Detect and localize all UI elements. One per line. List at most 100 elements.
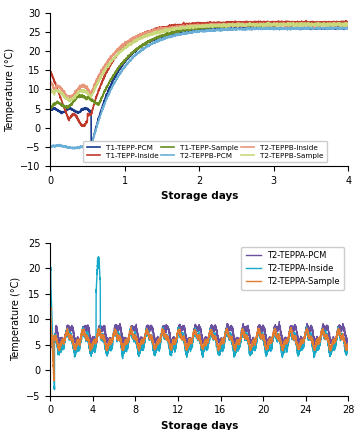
Line: T1-TEPP-Sample: T1-TEPP-Sample	[50, 23, 348, 109]
T2-TEPPA-PCM	[293, 324, 298, 329]
T1-TEPP-Inside	[63, 109, 67, 114]
T2-TEPPB-PCM	[283, 27, 287, 32]
T2-TEPPB-Inside	[63, 92, 67, 97]
T1-TEPP-Sample	[337, 22, 342, 27]
X-axis label: Storage days: Storage days	[160, 191, 238, 201]
Legend: T1-TEPP-PCM, T1-TEPP-Inside, T1-TEPP-Sample, T2-TEPPB-PCM, T2-TEPPB-Inside, T2-T: T1-TEPP-PCM, T1-TEPP-Inside, T1-TEPP-Sam…	[83, 141, 327, 163]
T2-TEPPB-Inside	[338, 20, 342, 25]
T2-TEPPB-PCM	[346, 25, 350, 30]
T2-TEPPA-Sample	[52, 378, 56, 384]
T1-TEPP-Sample	[48, 107, 52, 112]
T2-TEPPB-Inside	[68, 95, 73, 101]
T2-TEPPA-PCM	[227, 328, 231, 333]
T1-TEPP-Inside	[193, 20, 197, 25]
T1-TEPP-PCM	[283, 26, 287, 31]
T2-TEPPB-Inside	[185, 22, 190, 28]
T1-TEPP-PCM	[346, 26, 350, 31]
T2-TEPPA-PCM	[242, 325, 246, 330]
T2-TEPPB-Inside	[346, 22, 350, 27]
Line: T2-TEPPA-Inside: T2-TEPPA-Inside	[50, 257, 348, 390]
T2-TEPPB-Sample	[48, 87, 52, 92]
T2-TEPPB-Inside	[337, 20, 342, 25]
T1-TEPP-Inside	[304, 18, 308, 23]
T2-TEPPB-Sample	[185, 24, 190, 29]
T2-TEPPA-Sample	[227, 334, 231, 339]
T1-TEPP-Sample	[193, 27, 197, 32]
T2-TEPPA-Sample	[293, 335, 298, 340]
T2-TEPPB-PCM	[63, 144, 67, 150]
T2-TEPPA-Sample	[48, 308, 52, 313]
T2-TEPPB-PCM	[72, 146, 76, 151]
T1-TEPP-Inside	[82, 124, 87, 129]
T2-TEPPB-Sample	[337, 21, 342, 26]
T2-TEPPB-Sample	[338, 22, 342, 27]
T1-TEPP-Sample	[283, 23, 287, 28]
T2-TEPPA-Inside	[52, 387, 57, 392]
T2-TEPPB-Sample	[63, 96, 67, 101]
Line: T1-TEPP-Inside: T1-TEPP-Inside	[50, 21, 348, 126]
T2-TEPPA-Sample	[271, 334, 275, 339]
T1-TEPP-Inside	[283, 20, 287, 25]
T2-TEPPB-PCM	[338, 25, 342, 31]
T1-TEPP-Inside	[337, 20, 342, 25]
T2-TEPPA-Sample	[102, 339, 107, 344]
T2-TEPPB-PCM	[327, 25, 331, 30]
T2-TEPPA-Inside	[102, 342, 107, 347]
T2-TEPPA-PCM	[277, 319, 281, 324]
T1-TEPP-PCM	[193, 28, 197, 34]
T2-TEPPB-Sample	[283, 22, 287, 28]
T2-TEPPB-Sample	[346, 22, 350, 28]
T2-TEPPA-PCM	[270, 339, 275, 344]
Line: T2-TEPPB-PCM: T2-TEPPB-PCM	[50, 27, 348, 149]
T2-TEPPA-Inside	[162, 333, 166, 338]
T2-TEPPB-Sample	[67, 99, 71, 104]
T2-TEPPA-Inside	[48, 266, 52, 271]
T2-TEPPA-Sample	[162, 332, 166, 337]
Line: T2-TEPPA-PCM: T2-TEPPA-PCM	[50, 322, 348, 347]
T2-TEPPA-Inside	[293, 333, 298, 338]
T2-TEPPA-Inside	[271, 337, 275, 342]
T1-TEPP-Inside	[346, 20, 350, 25]
T1-TEPP-Sample	[346, 22, 350, 28]
T1-TEPP-PCM	[48, 108, 52, 113]
T2-TEPPB-Sample	[193, 24, 197, 29]
T2-TEPPB-Sample	[266, 20, 271, 25]
T1-TEPP-Sample	[337, 22, 342, 27]
T2-TEPPB-PCM	[193, 29, 197, 34]
X-axis label: Storage days: Storage days	[160, 421, 238, 430]
T1-TEPP-PCM	[63, 108, 67, 114]
T2-TEPPA-Inside	[227, 334, 231, 339]
T2-TEPPB-PCM	[337, 26, 342, 31]
Legend: T2-TEPPA-PCM, T2-TEPPA-Inside, T2-TEPPA-Sample: T2-TEPPA-PCM, T2-TEPPA-Inside, T2-TEPPA-…	[242, 247, 344, 290]
Y-axis label: Temperature (°C): Temperature (°C)	[5, 47, 15, 132]
T2-TEPPA-Sample	[48, 305, 52, 310]
T2-TEPPA-Inside	[97, 254, 101, 259]
T2-TEPPA-Sample	[346, 342, 350, 347]
Line: T2-TEPPB-Inside: T2-TEPPB-Inside	[50, 22, 348, 98]
T1-TEPP-Inside	[48, 68, 52, 73]
T1-TEPP-Sample	[316, 20, 320, 25]
T2-TEPPB-Inside	[193, 22, 197, 28]
T1-TEPP-PCM	[337, 26, 342, 31]
T2-TEPPA-PCM	[346, 338, 350, 343]
T1-TEPP-Sample	[185, 26, 190, 31]
T2-TEPPA-PCM	[102, 325, 107, 330]
T2-TEPPB-Inside	[48, 79, 52, 84]
T1-TEPP-Sample	[63, 104, 67, 109]
Line: T2-TEPPA-Sample: T2-TEPPA-Sample	[50, 307, 348, 381]
T1-TEPP-Inside	[338, 21, 342, 26]
T2-TEPPA-Inside	[242, 332, 246, 337]
Y-axis label: Temperature (°C): Temperature (°C)	[11, 277, 20, 361]
T1-TEPP-PCM	[185, 28, 190, 34]
T2-TEPPA-Sample	[242, 330, 246, 335]
T1-TEPP-PCM	[337, 25, 342, 31]
T1-TEPP-Inside	[185, 22, 190, 28]
T2-TEPPB-Inside	[283, 22, 287, 28]
T2-TEPPA-PCM	[162, 326, 166, 331]
T1-TEPP-PCM	[89, 144, 93, 149]
Line: T2-TEPPB-Sample: T2-TEPPB-Sample	[50, 22, 348, 101]
T2-TEPPB-PCM	[48, 145, 52, 150]
T2-TEPPB-PCM	[185, 30, 190, 35]
Line: T1-TEPP-PCM: T1-TEPP-PCM	[50, 27, 348, 147]
T2-TEPPB-Inside	[300, 20, 305, 25]
